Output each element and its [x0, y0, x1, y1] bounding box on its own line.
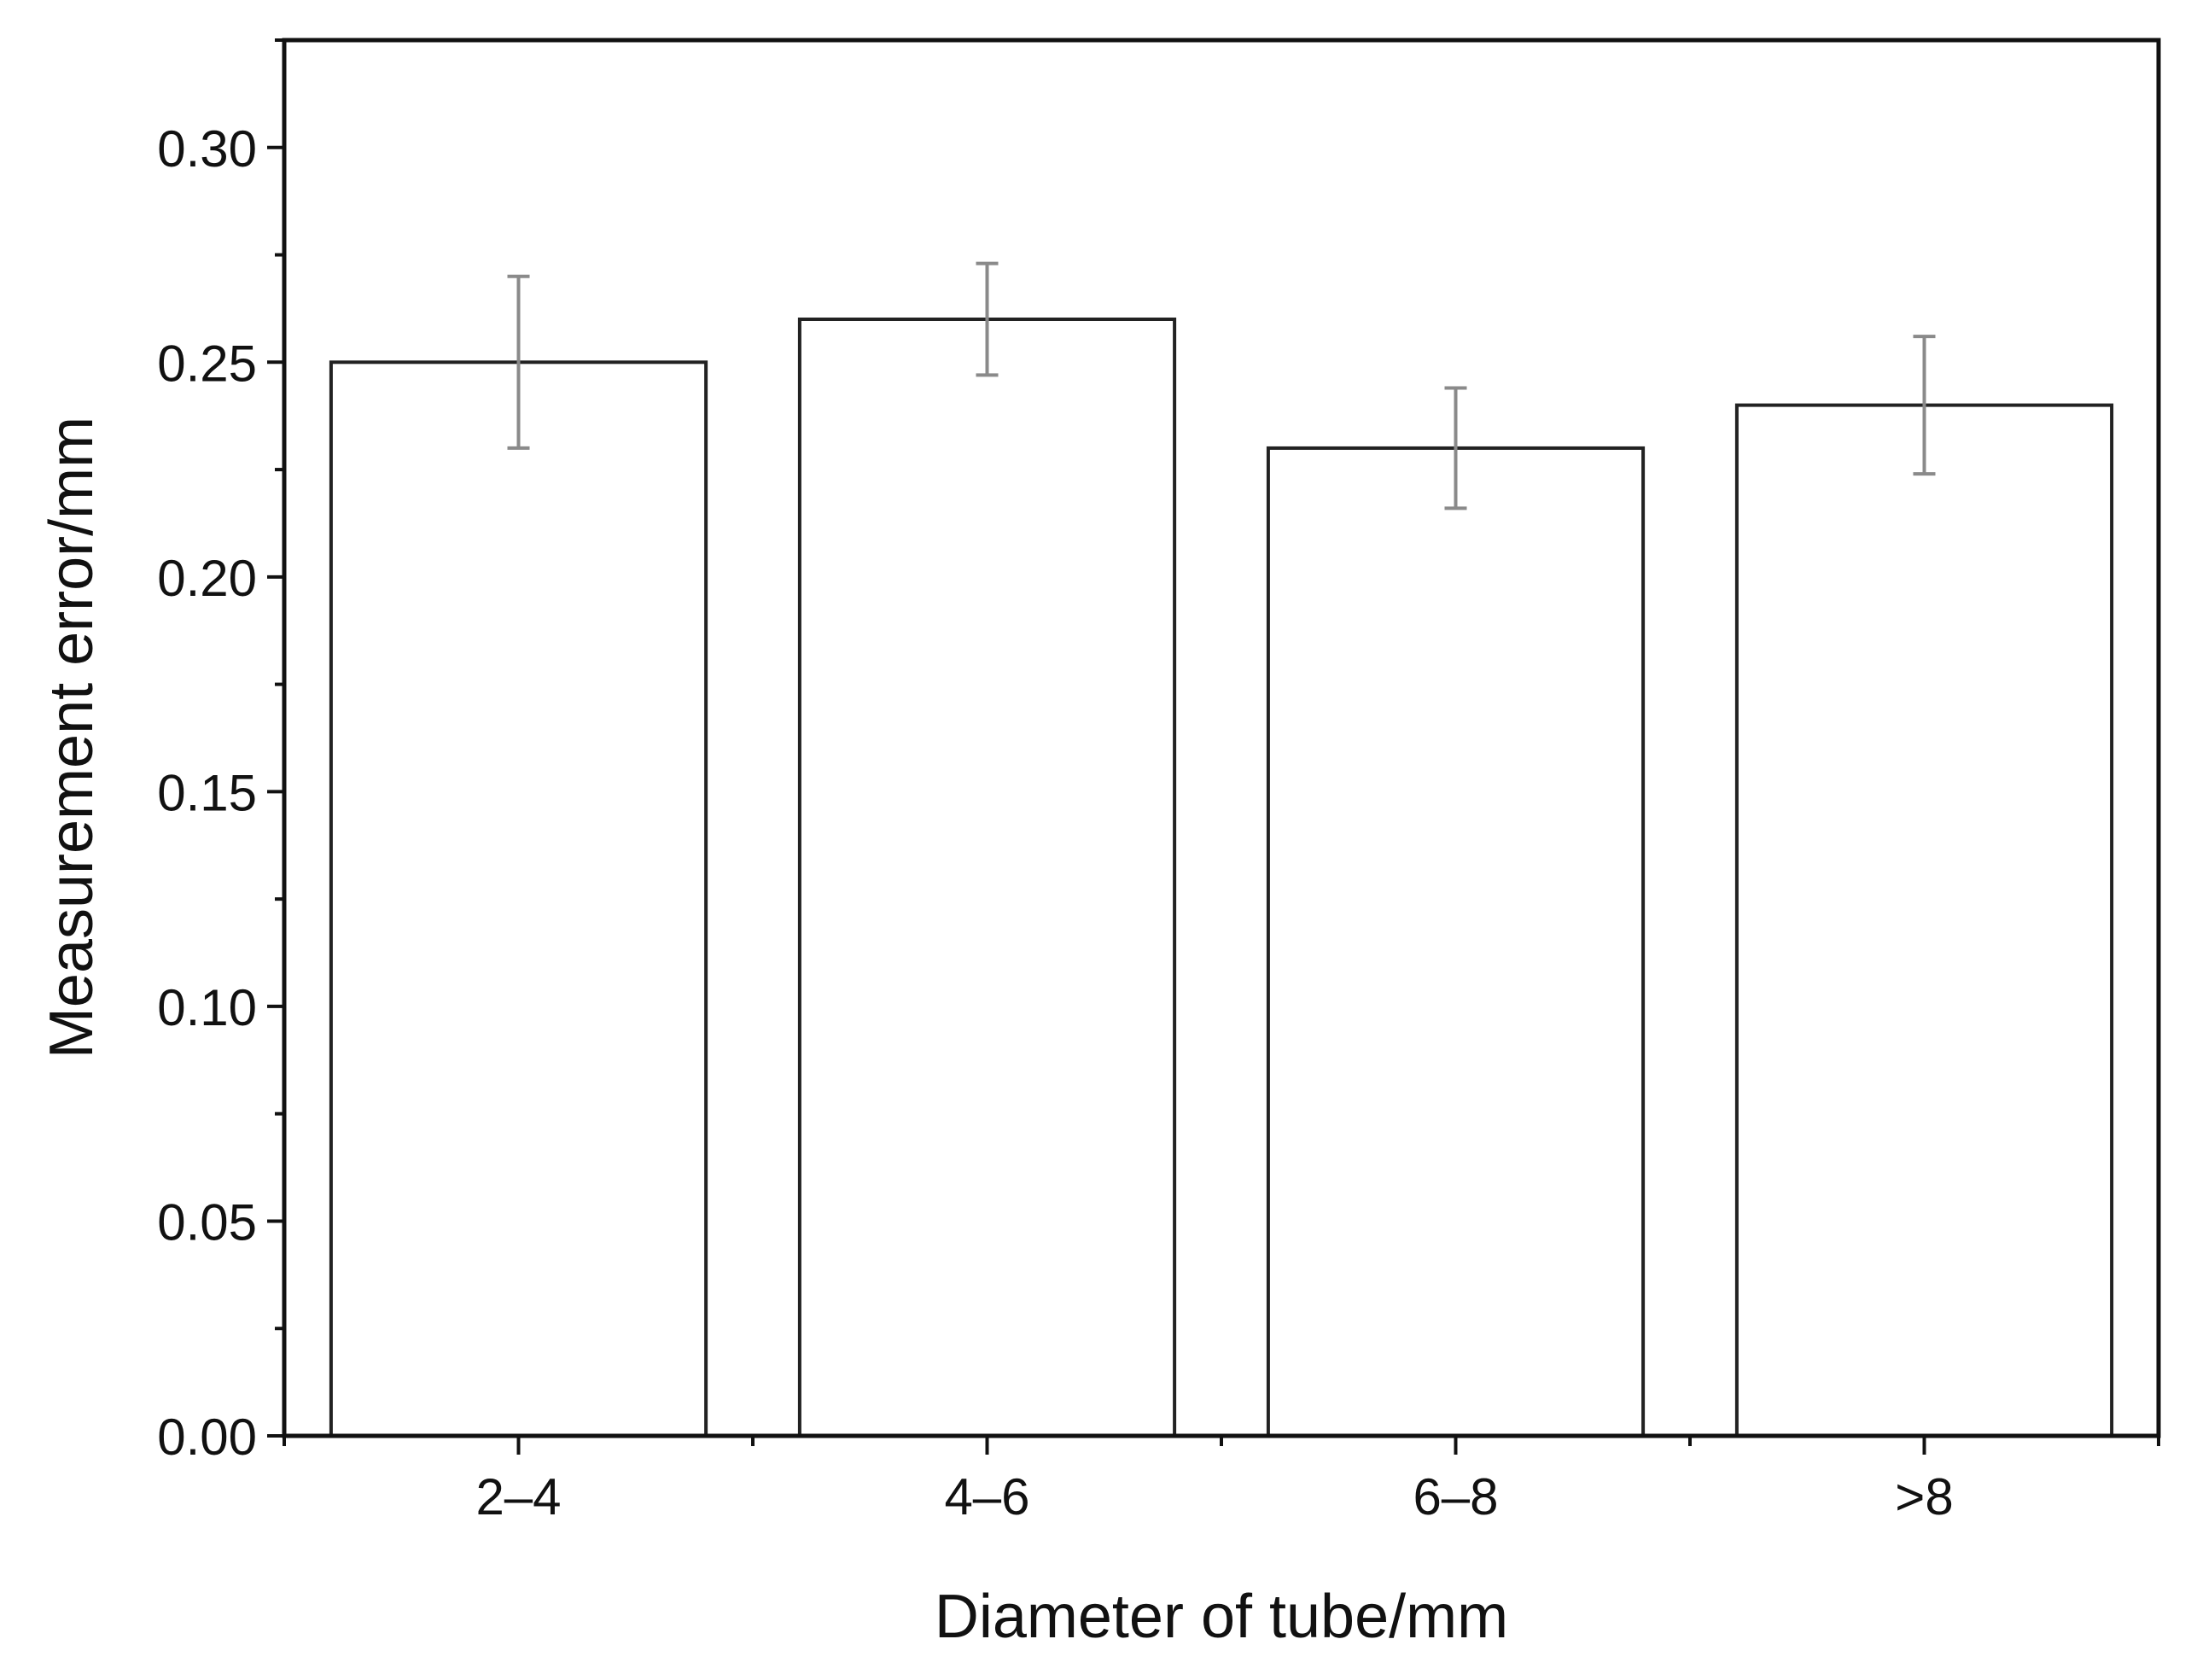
x-tick-label: 2–4	[475, 1468, 561, 1525]
x-axis-label: Diameter of tube/mm	[935, 1583, 1508, 1651]
error-bar	[1913, 335, 1936, 476]
x-tick-label: 6–8	[1413, 1468, 1498, 1525]
y-tick-label: 0.25	[157, 335, 257, 392]
x-axis: 2–4 4–6 6–8 >8	[283, 1436, 2160, 1525]
y-tick-label: 0.10	[157, 979, 257, 1036]
y-tick-label: 0.15	[157, 764, 257, 821]
x-tick-label: 4–6	[944, 1468, 1029, 1525]
bar	[329, 360, 708, 1438]
bar	[1266, 446, 1646, 1438]
x-tick-label: >8	[1895, 1468, 1953, 1525]
errorbars-layer	[507, 261, 1936, 510]
y-tick-label: 0.00	[157, 1409, 257, 1466]
y-tick-label: 0.30	[157, 120, 257, 178]
bar	[797, 318, 1177, 1438]
y-axis-label: Measurement error/mm	[38, 417, 106, 1059]
y-tick-label: 0.05	[157, 1193, 257, 1251]
error-bar	[976, 261, 999, 377]
y-tick-label: 0.20	[157, 550, 257, 607]
error-bar	[507, 274, 530, 450]
bar	[1734, 403, 2114, 1438]
error-bar	[1444, 386, 1467, 510]
y-axis: 0.00 0.05 0.10 0.15 0.20 0.25 0.30	[157, 38, 284, 1466]
bars-layer	[329, 318, 2114, 1438]
